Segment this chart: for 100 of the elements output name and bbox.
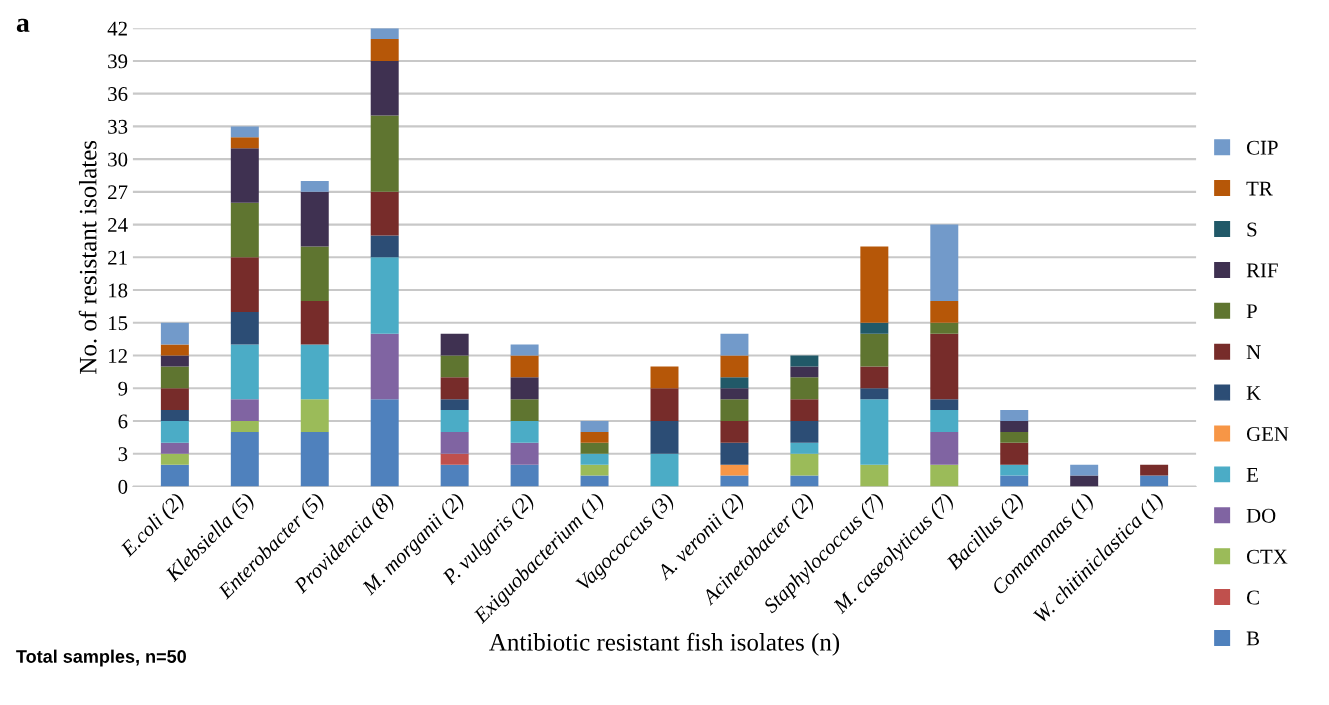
bar bbox=[370, 399, 399, 487]
bar bbox=[580, 464, 609, 476]
legend-label: DO bbox=[1246, 508, 1276, 523]
bar bbox=[300, 246, 329, 301]
bar bbox=[510, 420, 539, 443]
bar bbox=[300, 300, 329, 345]
bar bbox=[1070, 464, 1099, 476]
bar bbox=[860, 246, 889, 323]
bar bbox=[720, 442, 749, 465]
y-tick-label: 9 bbox=[118, 381, 128, 396]
bar bbox=[1000, 431, 1029, 443]
bar bbox=[860, 388, 889, 400]
bar bbox=[720, 377, 749, 389]
bar bbox=[930, 399, 959, 411]
bar bbox=[510, 377, 539, 400]
bar bbox=[650, 366, 679, 389]
bar bbox=[580, 431, 609, 443]
bar bbox=[370, 115, 399, 192]
y-tick-label: 12 bbox=[109, 348, 127, 363]
bar bbox=[230, 431, 259, 487]
bar bbox=[230, 202, 259, 258]
y-tick-label: 21 bbox=[108, 250, 127, 265]
bar bbox=[370, 191, 399, 236]
bar bbox=[1000, 464, 1029, 476]
bar bbox=[930, 464, 959, 487]
bar bbox=[300, 180, 329, 192]
bar bbox=[230, 148, 259, 203]
y-tick-label: 6 bbox=[118, 414, 128, 429]
bar bbox=[230, 126, 259, 138]
y-tick-label: 42 bbox=[107, 21, 127, 36]
bar bbox=[650, 420, 679, 454]
bar bbox=[720, 399, 749, 421]
bar bbox=[440, 464, 469, 487]
bar bbox=[860, 366, 889, 389]
bar bbox=[160, 366, 189, 389]
bar bbox=[580, 453, 609, 465]
legend-label: K bbox=[1246, 386, 1261, 400]
bar bbox=[160, 420, 189, 443]
bar bbox=[860, 333, 889, 367]
bar bbox=[1070, 475, 1099, 487]
bar bbox=[650, 388, 679, 421]
bar bbox=[440, 377, 469, 400]
legend-label: TR bbox=[1246, 181, 1273, 196]
bar bbox=[790, 453, 819, 476]
y-tick-label: 33 bbox=[108, 119, 128, 134]
bar bbox=[790, 442, 819, 454]
x-axis-title: Antibiotic resistant fish isolates (n) bbox=[489, 632, 840, 656]
bar bbox=[370, 39, 399, 61]
y-tick-label: 3 bbox=[118, 447, 128, 462]
y-tick-label: 36 bbox=[108, 87, 128, 102]
bar bbox=[440, 355, 469, 378]
legend-label: C bbox=[1246, 590, 1259, 605]
y-tick-label: 24 bbox=[108, 218, 128, 232]
bar bbox=[160, 344, 189, 356]
text: Total samples, n=50 bbox=[16, 649, 186, 667]
bar bbox=[720, 475, 749, 487]
y-axis-title: No. of resistant isolates bbox=[78, 140, 97, 374]
bar bbox=[510, 399, 539, 421]
bar bbox=[370, 235, 399, 258]
bar bbox=[1140, 475, 1169, 487]
bar bbox=[230, 257, 259, 312]
bar bbox=[720, 388, 749, 400]
bar bbox=[440, 410, 469, 432]
bar bbox=[1140, 464, 1169, 476]
legend-label: P bbox=[1246, 304, 1257, 319]
bar bbox=[790, 475, 819, 487]
bar bbox=[230, 137, 259, 149]
bar bbox=[930, 431, 959, 465]
bar bbox=[1000, 475, 1029, 487]
bar bbox=[370, 257, 399, 334]
bar bbox=[720, 420, 749, 443]
bar bbox=[1000, 410, 1029, 421]
bar bbox=[650, 453, 679, 487]
legend-label: CTX bbox=[1246, 549, 1288, 564]
legend-label: S bbox=[1247, 222, 1257, 237]
bar bbox=[720, 355, 749, 378]
bar bbox=[790, 355, 819, 367]
bar bbox=[300, 431, 329, 487]
bar bbox=[790, 377, 819, 400]
bar bbox=[930, 333, 959, 400]
bar bbox=[230, 311, 259, 345]
bar bbox=[230, 420, 259, 432]
bar bbox=[930, 300, 959, 323]
bar bbox=[860, 322, 889, 334]
bar bbox=[930, 224, 959, 301]
bar bbox=[160, 453, 189, 465]
bar bbox=[160, 442, 189, 454]
bar bbox=[510, 355, 539, 378]
text: a bbox=[16, 18, 30, 32]
bar bbox=[860, 399, 889, 465]
bar bbox=[720, 333, 749, 356]
bar bbox=[580, 475, 609, 487]
bar bbox=[300, 399, 329, 432]
legend-label: B bbox=[1246, 631, 1259, 646]
bar bbox=[440, 399, 469, 411]
bar bbox=[510, 344, 539, 356]
legend-label: CIP bbox=[1246, 140, 1278, 155]
legend-label: N bbox=[1246, 345, 1261, 359]
bar bbox=[160, 464, 189, 487]
bar bbox=[580, 442, 609, 454]
